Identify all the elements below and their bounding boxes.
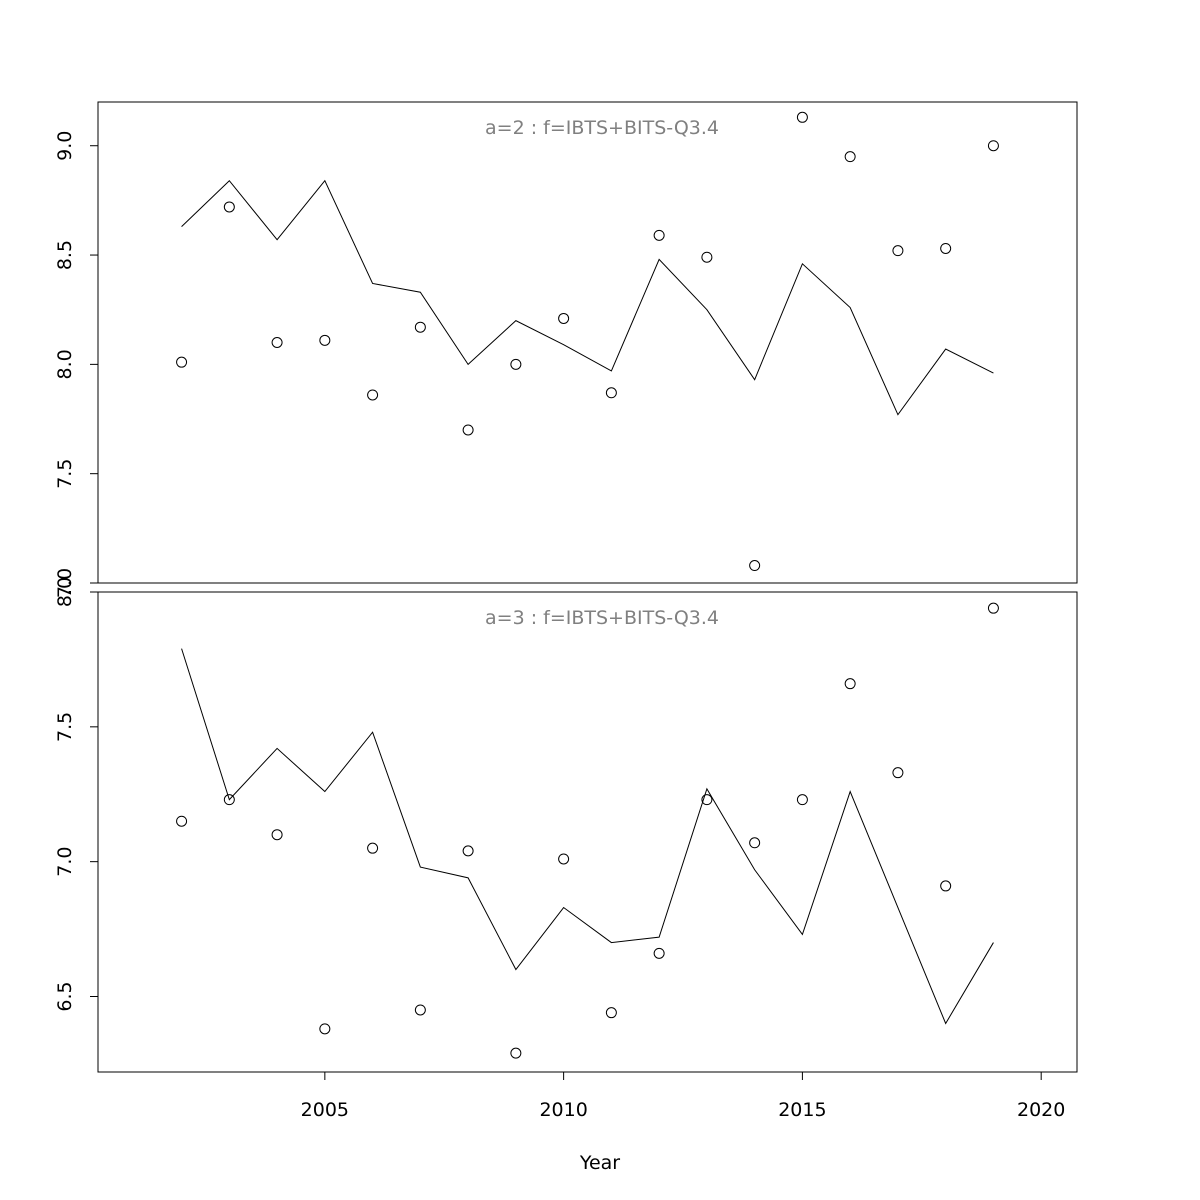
y-tick-label: 7.5 [54, 459, 76, 489]
x-tick-label: 2010 [539, 1099, 587, 1121]
observed-point [462, 424, 474, 436]
y-tick-label: 8.5 [54, 240, 76, 270]
observed-point [558, 853, 570, 865]
panel-age-2-y-axis: 7.0 7.5 8.0 8.5 9.0 [54, 131, 98, 598]
x-tick-label: 2015 [778, 1099, 826, 1121]
observed-point [414, 1004, 426, 1016]
observed-point [558, 312, 570, 324]
panel-age-2-title: a=2 : f=IBTS+BITS-Q3.4 [485, 117, 719, 139]
observed-point [653, 947, 665, 959]
observed-point [940, 242, 952, 254]
x-tick-label: 2005 [301, 1099, 349, 1121]
observed-point [367, 389, 379, 401]
observed-point [605, 1007, 617, 1019]
observed-point [987, 140, 999, 152]
panel-age-3-y-axis: 6.5 7.0 7.5 8.0 [54, 577, 98, 1012]
y-tick-label: 8.0 [54, 577, 76, 607]
observed-point [319, 334, 331, 346]
y-tick-label: 8.0 [54, 349, 76, 379]
observed-point [176, 356, 188, 368]
y-tick-label: 9.0 [54, 131, 76, 161]
observed-point [319, 1023, 331, 1035]
observed-point [462, 845, 474, 857]
observed-point [796, 794, 808, 806]
observed-point [749, 560, 761, 572]
panel-age-3: a=3 : f=IBTS+BITS-Q3.4 6.5 7.0 7.5 8.0 [54, 577, 1078, 1073]
y-tick-label: 7.5 [54, 712, 76, 742]
observed-point [510, 358, 522, 370]
observed-point [653, 229, 665, 241]
observed-point [892, 245, 904, 257]
fitted-line [181, 179, 994, 416]
observed-point [367, 842, 379, 854]
y-tick-label: 6.5 [54, 981, 76, 1011]
observed-point [701, 794, 713, 806]
x-axis: 2005 2010 2015 2020 [301, 1071, 1065, 1121]
observed-point [223, 201, 235, 213]
observed-point [892, 767, 904, 779]
observed-point [987, 602, 999, 614]
x-tick-label: 2020 [1017, 1099, 1065, 1121]
observed-point [510, 1047, 522, 1059]
observed-point [796, 111, 808, 123]
observed-point [271, 829, 283, 841]
observed-point [940, 880, 952, 892]
observed-point [844, 678, 856, 690]
observed-point [176, 815, 188, 827]
y-tick-label: 7.0 [54, 568, 76, 598]
observed-point [271, 337, 283, 348]
panel-age-2-marks [176, 111, 999, 572]
fitted-line [181, 648, 994, 1025]
panel-age-3-title: a=3 : f=IBTS+BITS-Q3.4 [485, 607, 719, 629]
observed-point [749, 837, 761, 849]
panel-age-2-frame [97, 101, 1078, 584]
observed-point [844, 151, 856, 163]
observed-point [701, 251, 713, 263]
panel-age-2: a=2 : f=IBTS+BITS-Q3.4 7.0 7.5 8.0 8.5 9.0 [54, 101, 1078, 598]
y-tick-label: 7.0 [54, 847, 76, 877]
observed-point [605, 387, 617, 399]
observed-point [414, 321, 426, 333]
panel-age-3-marks [176, 602, 999, 1059]
observed-point [223, 794, 235, 806]
x-axis-title: Year [579, 1152, 620, 1174]
